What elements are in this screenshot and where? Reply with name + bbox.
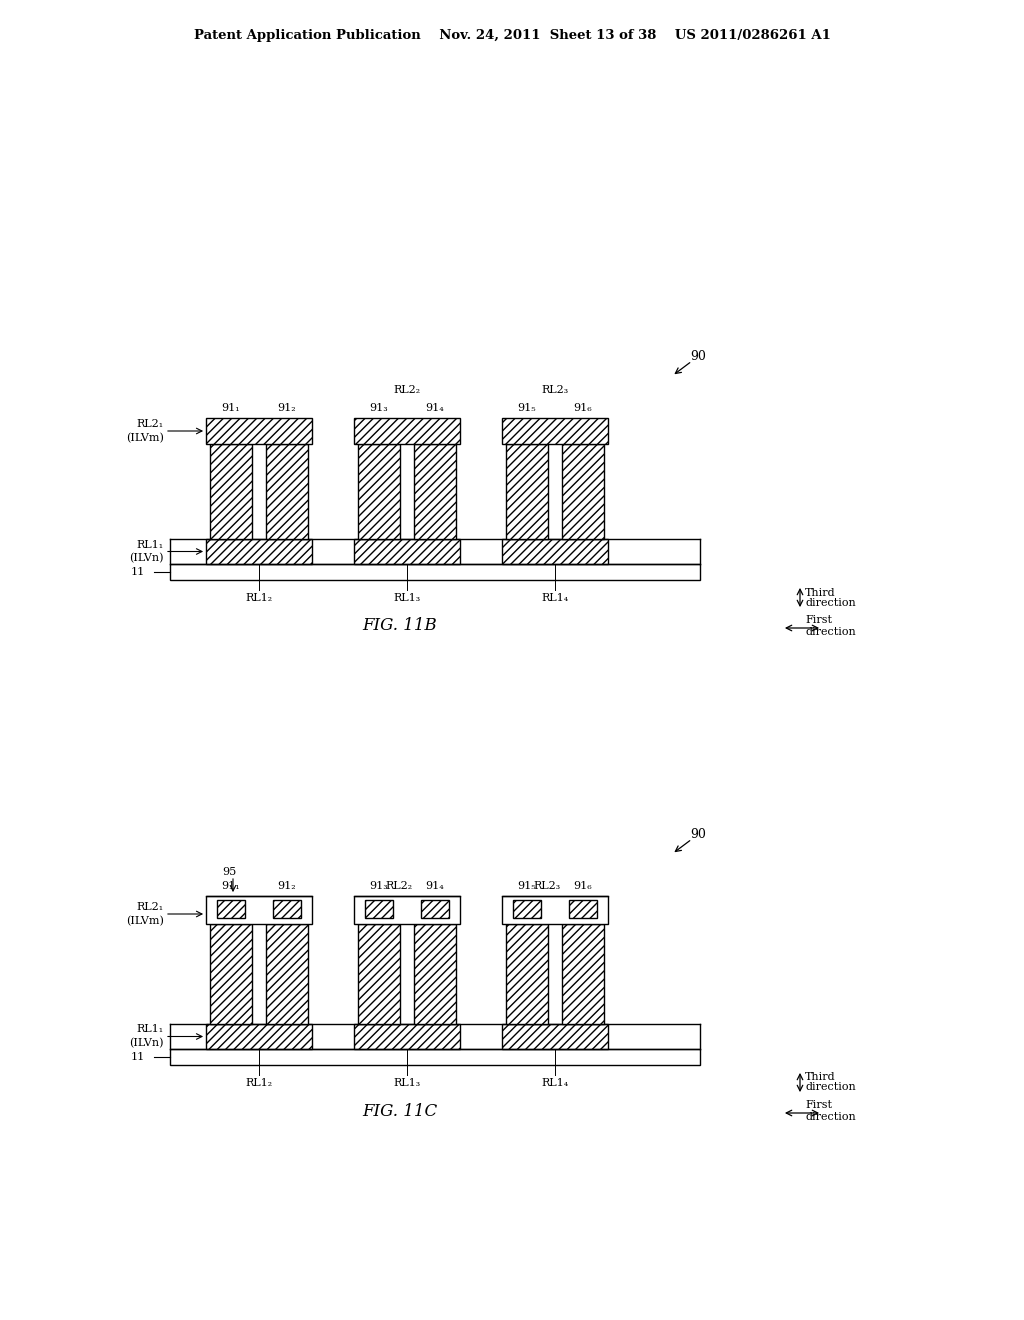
Text: direction: direction <box>805 598 856 607</box>
Text: RL1₁: RL1₁ <box>137 540 164 549</box>
Text: 91₁: 91₁ <box>221 880 241 891</box>
Text: 90: 90 <box>690 828 706 841</box>
Bar <box>206 1024 312 1049</box>
Bar <box>562 924 604 1024</box>
Text: (ILVn): (ILVn) <box>129 553 164 564</box>
Text: FIG. 11C: FIG. 11C <box>362 1102 437 1119</box>
Text: Patent Application Publication    Nov. 24, 2011  Sheet 13 of 38    US 2011/02862: Patent Application Publication Nov. 24, … <box>194 29 830 41</box>
Text: RL1₄: RL1₄ <box>542 593 568 603</box>
Bar <box>358 444 400 539</box>
Bar <box>502 539 608 564</box>
Text: RL2₃: RL2₃ <box>534 880 560 891</box>
Text: 91₅: 91₅ <box>518 403 537 413</box>
Text: 91₂: 91₂ <box>278 880 296 891</box>
Bar <box>414 924 456 1024</box>
Text: Third: Third <box>805 587 836 598</box>
Text: 91₆: 91₆ <box>573 880 592 891</box>
Bar <box>502 418 608 444</box>
Text: RL2₂: RL2₂ <box>393 385 421 395</box>
Text: direction: direction <box>805 627 856 638</box>
Text: (ILVn): (ILVn) <box>129 1039 164 1048</box>
Text: 11: 11 <box>131 1052 145 1063</box>
Text: RL2₁: RL2₁ <box>137 902 164 912</box>
Text: RL2₁: RL2₁ <box>137 418 164 429</box>
Bar <box>210 444 252 539</box>
Bar <box>217 900 245 917</box>
Bar <box>506 444 548 539</box>
Text: 90: 90 <box>690 350 706 363</box>
Text: 91₃: 91₃ <box>370 880 388 891</box>
Text: (ILVm): (ILVm) <box>126 433 164 444</box>
Text: RL1₁: RL1₁ <box>137 1024 164 1035</box>
Text: First: First <box>805 1100 831 1110</box>
Text: 91₅: 91₅ <box>518 880 537 891</box>
Bar <box>206 539 312 564</box>
Text: RL2₂: RL2₂ <box>385 880 413 891</box>
Bar <box>513 900 541 917</box>
Bar <box>502 1024 608 1049</box>
Text: RL2₃: RL2₃ <box>542 385 568 395</box>
Bar <box>562 444 604 539</box>
Bar <box>266 924 308 1024</box>
Text: RL1₂: RL1₂ <box>246 1078 272 1088</box>
Bar <box>354 418 460 444</box>
Bar <box>354 539 460 564</box>
Text: RL1₃: RL1₃ <box>393 1078 421 1088</box>
Text: First: First <box>805 615 831 624</box>
Bar <box>266 444 308 539</box>
Bar <box>365 900 393 917</box>
Bar <box>273 900 301 917</box>
Text: RL1₂: RL1₂ <box>246 593 272 603</box>
Bar <box>569 900 597 917</box>
Text: 91₁: 91₁ <box>221 403 241 413</box>
Text: 91₄: 91₄ <box>426 880 444 891</box>
Text: 91₃: 91₃ <box>370 403 388 413</box>
Bar <box>206 896 312 924</box>
Bar <box>502 896 608 924</box>
Text: 11: 11 <box>131 568 145 577</box>
Bar <box>354 896 460 924</box>
Bar <box>358 924 400 1024</box>
Text: direction: direction <box>805 1111 856 1122</box>
Text: 95: 95 <box>222 867 237 876</box>
Bar <box>210 924 252 1024</box>
Bar <box>506 924 548 1024</box>
Text: Third: Third <box>805 1072 836 1082</box>
Text: RL1₃: RL1₃ <box>393 593 421 603</box>
Text: (ILVm): (ILVm) <box>126 916 164 927</box>
Bar <box>414 444 456 539</box>
Text: 91₄: 91₄ <box>426 403 444 413</box>
Bar <box>206 418 312 444</box>
Text: FIG. 11B: FIG. 11B <box>362 618 437 635</box>
Bar <box>170 564 700 579</box>
Text: RL1₄: RL1₄ <box>542 1078 568 1088</box>
Bar <box>421 900 449 917</box>
Text: direction: direction <box>805 1082 856 1093</box>
Text: 91₆: 91₆ <box>573 403 592 413</box>
Bar <box>170 1049 700 1065</box>
Text: 91₂: 91₂ <box>278 403 296 413</box>
Bar <box>354 1024 460 1049</box>
